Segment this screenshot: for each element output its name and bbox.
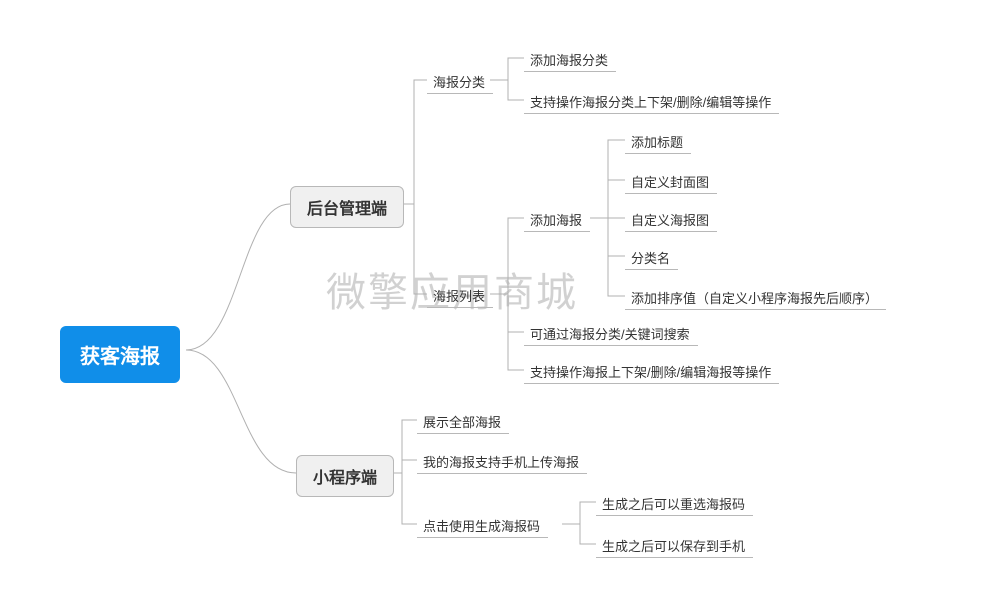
node-poster-list: 海报列表 (427, 286, 493, 308)
leaf: 分类名 (625, 248, 678, 270)
leaf: 支持操作海报分类上下架/删除/编辑等操作 (524, 92, 779, 114)
root-node: 获客海报 (60, 326, 180, 383)
leaf: 添加标题 (625, 132, 691, 154)
leaf: 添加排序值（自定义小程序海报先后顺序） (625, 288, 886, 310)
leaf: 支持操作海报上下架/删除/编辑海报等操作 (524, 362, 779, 384)
node-generate-code: 点击使用生成海报码 (417, 516, 548, 538)
leaf: 添加海报分类 (524, 50, 616, 72)
leaf: 展示全部海报 (417, 412, 509, 434)
leaf: 可通过海报分类/关键词搜索 (524, 324, 698, 346)
node-add-poster: 添加海报 (524, 210, 590, 232)
node-poster-category: 海报分类 (427, 72, 493, 94)
leaf: 生成之后可以重选海报码 (596, 494, 753, 516)
leaf: 自定义海报图 (625, 210, 717, 232)
leaf: 自定义封面图 (625, 172, 717, 194)
branch-mini: 小程序端 (296, 455, 394, 497)
leaf: 我的海报支持手机上传海报 (417, 452, 587, 474)
branch-admin: 后台管理端 (290, 186, 404, 228)
leaf: 生成之后可以保存到手机 (596, 536, 753, 558)
